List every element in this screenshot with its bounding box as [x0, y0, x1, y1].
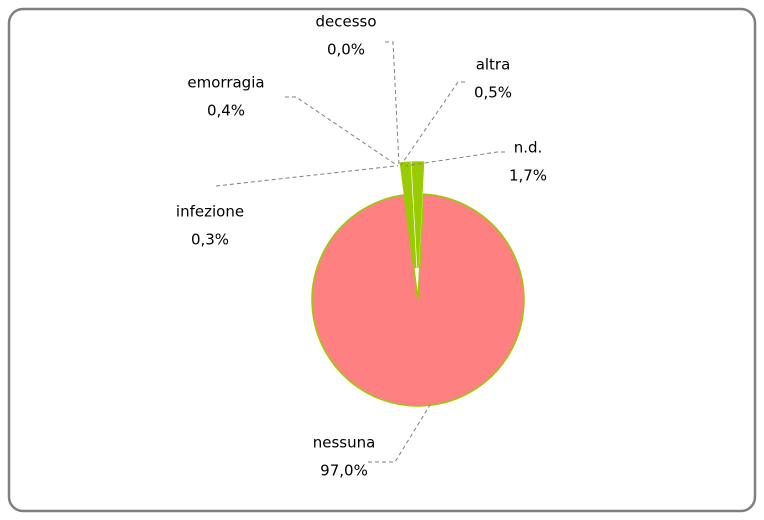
leader-line	[404, 151, 505, 167]
slice-label: nessuna	[313, 434, 376, 452]
slice-value-label: 0,4%	[207, 102, 245, 120]
slice-value-label: 0,5%	[474, 84, 512, 102]
slice-label: n.d.	[514, 139, 543, 157]
slice-value-label: 1,7%	[509, 167, 547, 185]
pie-slice	[311, 193, 525, 407]
slice-label: infezione	[176, 203, 244, 221]
leader-line	[400, 81, 465, 166]
pie-slice	[411, 161, 425, 269]
slice-value-label: 97,0%	[320, 462, 368, 480]
leader-line	[385, 41, 400, 166]
slice-label: altra	[476, 56, 511, 74]
slice-label: decesso	[315, 13, 376, 31]
leader-line	[215, 165, 396, 187]
leader-line	[368, 404, 431, 463]
slice-label: emorragia	[187, 74, 264, 92]
pie-slice	[405, 161, 417, 269]
slice-value-label: 0,3%	[191, 231, 229, 249]
slice-value-label: 0,0%	[327, 41, 365, 59]
leader-line	[285, 96, 399, 167]
